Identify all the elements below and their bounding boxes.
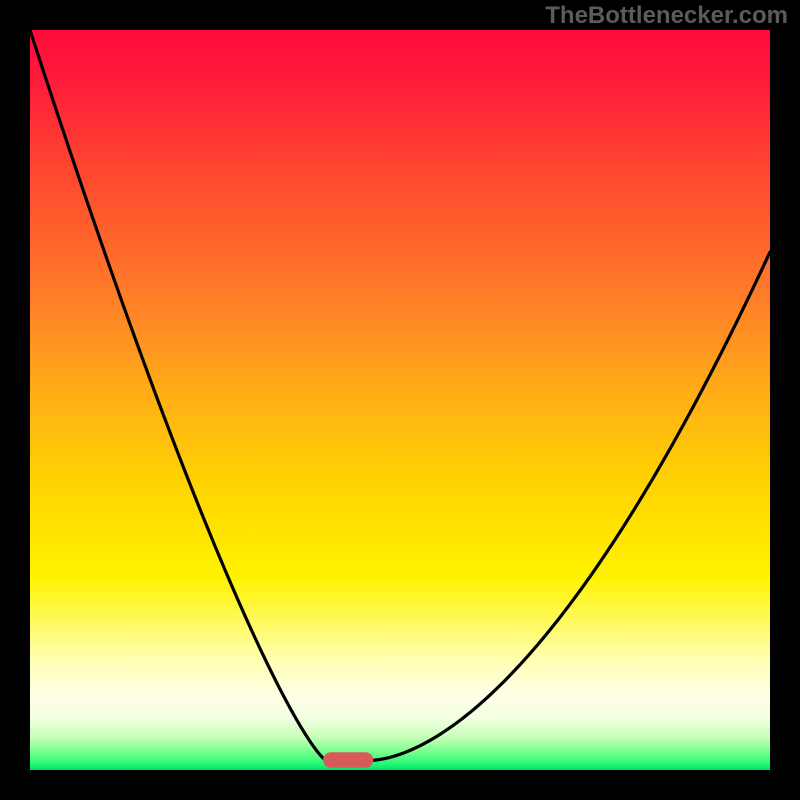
chart-frame: TheBottlenecker.com <box>0 0 800 800</box>
bottom-marker <box>323 752 373 768</box>
bottleneck-curve <box>30 30 770 760</box>
plot-area <box>30 30 770 770</box>
watermark-text: TheBottlenecker.com <box>545 2 788 30</box>
curves-layer <box>30 30 770 770</box>
